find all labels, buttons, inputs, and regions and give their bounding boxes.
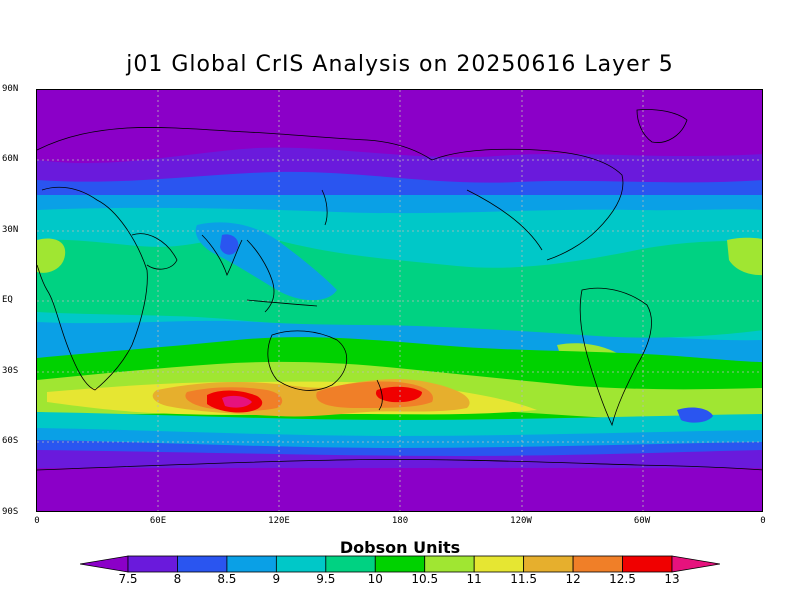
gridlines	[37, 90, 762, 511]
colorbar-tick-label: 11	[466, 572, 482, 586]
lat-label: 30S	[2, 366, 19, 376]
satlantic-patch	[677, 407, 713, 423]
colorbar-tick-label: 9	[272, 572, 281, 586]
colorbar-cell	[671, 555, 720, 573]
lon-label: 0	[760, 516, 766, 526]
colorbar-cell	[80, 555, 129, 573]
colorbar-cell	[622, 555, 673, 573]
colorbar-cell	[127, 555, 178, 573]
asia-dblue-pocket	[220, 234, 239, 255]
coastlines	[37, 109, 762, 471]
colorbar-tick-label: 11.5	[510, 572, 537, 586]
colorbar-cell	[325, 555, 376, 573]
pacific-lgreen	[727, 237, 762, 276]
ozone-map	[36, 89, 763, 512]
colorbar-cell	[424, 555, 475, 573]
atlantic-lgreen	[37, 238, 66, 273]
colorbar-tick-label: 12.5	[609, 572, 636, 586]
colorbar-cell	[177, 555, 228, 573]
colorbar-tick-label: 12	[565, 572, 581, 586]
map-title: j01 Global CrIS Analysis on 20250616 Lay…	[126, 52, 674, 77]
colorbar-tick-label: 9.5	[316, 572, 336, 586]
lat-label: 60S	[2, 436, 19, 446]
lon-label: 60W	[633, 516, 651, 526]
colorbar-cell	[572, 555, 623, 573]
lon-label: 120E	[268, 516, 290, 526]
colorbar-tick-label: 10	[367, 572, 383, 586]
lat-label: EQ	[2, 295, 13, 305]
lon-label: 120W	[510, 516, 532, 526]
colorbar-tick-label: 8.5	[217, 572, 237, 586]
colorbar-tick-label: 8	[173, 572, 182, 586]
lat-label: 60N	[2, 154, 19, 164]
sh-dblue-band	[37, 440, 762, 456]
lat-label: 90S	[2, 507, 19, 517]
colorbar-tick-label: 7.5	[118, 572, 138, 586]
colorbar-cell	[275, 555, 327, 573]
colorbar-cell	[473, 555, 525, 573]
colorbar-title: Dobson Units	[339, 538, 461, 557]
colorbar-cell	[523, 555, 574, 573]
colorbar	[80, 555, 720, 573]
colorbar-tick-label: 13	[664, 572, 680, 586]
lon-label: 0	[34, 516, 40, 526]
lon-label: 60E	[149, 516, 167, 526]
tropical-green	[37, 236, 762, 338]
colorbar-cell	[226, 555, 277, 573]
sh-red-core-2	[375, 386, 422, 403]
sh-magenta-peak	[222, 395, 252, 408]
lat-label: 30N	[2, 225, 19, 235]
lon-label: 180	[391, 516, 409, 526]
colorbar-tick-label: 10.5	[411, 572, 439, 586]
lat-label: 90N	[2, 84, 19, 94]
colorbar-cell	[374, 555, 426, 573]
